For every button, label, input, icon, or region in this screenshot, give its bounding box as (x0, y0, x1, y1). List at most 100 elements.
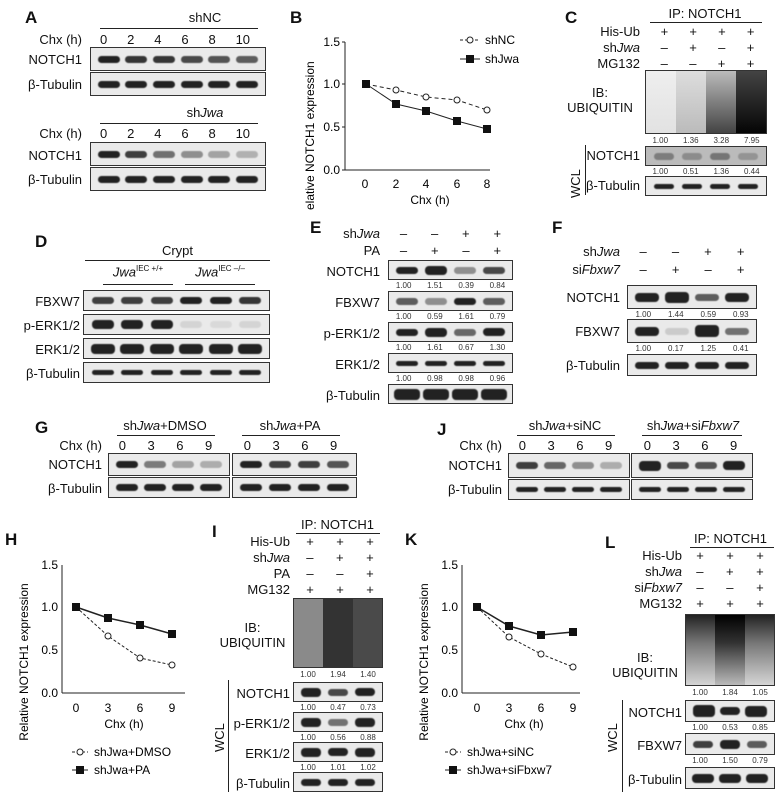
wcl-bracket (622, 700, 623, 792)
time: 6 (181, 32, 189, 47)
panel-f-label: F (552, 218, 563, 237)
panel-d-label: D (35, 232, 48, 251)
blot-perk (83, 314, 270, 335)
panel-e-label: E (310, 218, 322, 237)
blot-tubulin (627, 354, 757, 376)
quant-values: 1.00 1.01 1.02 (300, 763, 376, 772)
row-label: β-Tubulin (28, 77, 82, 92)
row-label: FBXW7 (575, 324, 620, 339)
svg-text:1.5: 1.5 (41, 558, 58, 572)
panel-k-chart: Relative NOTCH1 expression 1.5 1.0 0.5 0… (417, 558, 580, 777)
svg-text:0: 0 (474, 701, 481, 715)
ip-header: IP: NOTCH1 (668, 6, 742, 21)
row-label: p-ERK1/2 (323, 326, 380, 341)
y-axis-label: Relative NOTCH1 expression (417, 583, 431, 740)
condition-label: siFbxw7 (572, 262, 620, 277)
panel-i-label: I (212, 522, 217, 541)
row-label: NOTCH1 (236, 686, 290, 701)
blot-notch1 (645, 146, 767, 166)
panel-a-shjwa-title: shJwa (186, 105, 224, 120)
condition-label: PA (273, 566, 290, 581)
quant-values: 1.00 1.36 3.28 7.95 (652, 136, 760, 145)
svg-text:9: 9 (570, 701, 577, 715)
condition-values: + + + (696, 596, 764, 611)
svg-text:1.0: 1.0 (323, 77, 340, 91)
quant-values: 1.00 1.84 1.05 (692, 688, 768, 697)
condition-values: + + + (696, 548, 764, 563)
row-label: NOTCH1 (326, 264, 380, 279)
svg-text:1.5: 1.5 (323, 35, 340, 49)
row-label: NOTCH1 (448, 458, 502, 473)
condition-values: – + – + (639, 262, 745, 277)
group-title: shJwa+PA (259, 418, 321, 433)
group-title: shJwa+siNC (528, 418, 602, 433)
condition-label: shJwa (645, 564, 682, 579)
group-title: shJwa+siFbxw7 (646, 418, 740, 433)
blot-tubulin-sifbxw7 (631, 479, 753, 500)
legend: shJwa+siNC shJwa+siFbxw7 (445, 745, 552, 777)
blot-tubulin (90, 167, 266, 191)
ubiquitin-blot (645, 70, 767, 134)
blot-tubulin (293, 772, 383, 792)
condition-label: His-Ub (250, 534, 290, 549)
panel-a-shnc-title: shNC (188, 10, 222, 25)
svg-text:3: 3 (506, 701, 513, 715)
row-label: ERK1/2 (335, 357, 380, 372)
svg-text:shJwa+PA: shJwa+PA (94, 763, 150, 777)
condition-label: PA (363, 243, 380, 258)
row-label: ERK1/2 (245, 746, 290, 761)
crypt-header: Crypt (161, 243, 194, 258)
row-label: p-ERK1/2 (23, 318, 80, 333)
row-label: NOTCH1 (28, 148, 82, 163)
blot-notch1 (90, 142, 266, 166)
svg-text:6: 6 (137, 701, 144, 715)
row-label: NOTCH1 (586, 148, 640, 163)
svg-text:1.0: 1.0 (441, 600, 458, 614)
ubiquitin-blot (685, 614, 775, 686)
row-label: FBXW7 (335, 295, 380, 310)
condition-values: – + + (696, 564, 764, 579)
row-label: β-Tubulin (448, 482, 502, 497)
header-line (85, 260, 270, 261)
condition-values: – – + (306, 566, 374, 581)
condition-label: siFbxw7 (634, 580, 682, 595)
row-label: β-Tubulin (28, 172, 82, 187)
ip-header: IP: NOTCH1 (694, 531, 767, 546)
legend: shNC shJwa (460, 33, 519, 66)
svg-text:0.5: 0.5 (441, 643, 458, 657)
svg-text:4: 4 (423, 177, 430, 191)
group-line (517, 435, 615, 436)
blot-tubulin (90, 72, 266, 96)
condition-label: shJwa (583, 244, 620, 259)
chx-label: Chx (h) (39, 126, 82, 141)
quant-values: 1.00 1.61 0.67 1.30 (395, 343, 506, 352)
row-label: NOTCH1 (48, 457, 102, 472)
row-label: NOTCH1 (566, 290, 620, 305)
blot-fbxw7 (388, 291, 513, 311)
group-jwa-ko: JwaIEC –/– (195, 264, 245, 280)
condition-values: + + + + (660, 24, 755, 39)
time-points: 0 2 4 6 8 10 (90, 32, 260, 47)
chx-label: Chx (h) (459, 438, 502, 453)
blot-notch1 (293, 682, 383, 702)
blot-fbxw7 (685, 733, 775, 755)
svg-text:3: 3 (105, 701, 112, 715)
ib-label: IB: UBIQUITIN (612, 650, 678, 680)
row-label: β-Tubulin (586, 178, 640, 193)
quant-values: 1.00 0.17 1.25 0.41 (635, 344, 749, 353)
panel-a-label: A (25, 8, 38, 27)
panel-b-label: B (290, 8, 303, 27)
condition-values: – – + + (399, 226, 502, 241)
wcl-bracket (228, 680, 229, 792)
row-label: FBXW7 (637, 738, 682, 753)
blot-notch1-dmso (108, 453, 230, 476)
panel-j-label: J (437, 420, 447, 439)
svg-text:shJwa: shJwa (485, 52, 519, 66)
wcl-bracket (585, 145, 586, 195)
row-label: β-Tubulin (26, 366, 80, 381)
condition-label: MG132 (639, 596, 682, 611)
header-line (690, 547, 774, 548)
row-label: ERK1/2 (35, 342, 80, 357)
